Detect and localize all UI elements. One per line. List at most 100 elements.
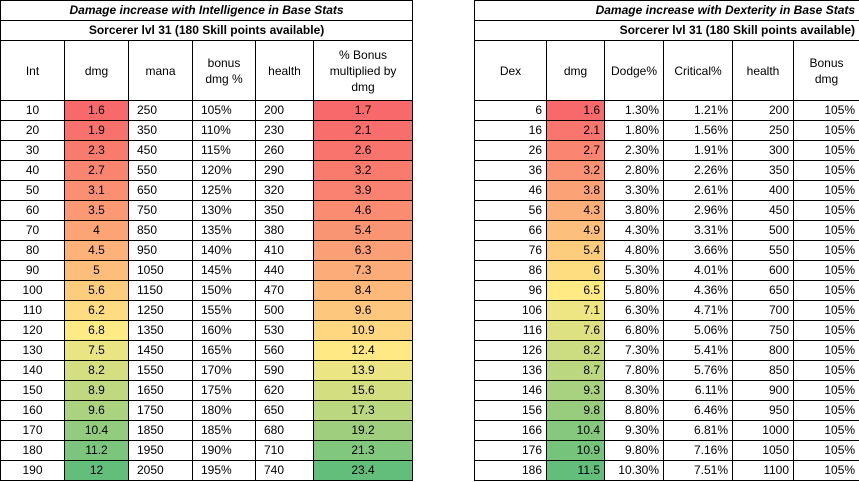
table-cell: 4.5 xyxy=(64,240,129,261)
table-cell: 2050 xyxy=(128,460,193,481)
table-cell: 130 xyxy=(0,340,65,361)
table-cell: 950 xyxy=(732,400,794,421)
table-cell: 26 xyxy=(474,140,547,161)
table-cell: 6.8 xyxy=(64,320,129,341)
table-cell: 6 xyxy=(546,260,605,281)
dexterity-header-row: Dex dmg Dodge% Critical% health Bonus dm… xyxy=(474,40,859,101)
table-cell: 105% xyxy=(792,300,859,321)
table-cell: 2.7 xyxy=(546,140,605,161)
table-cell: 145% xyxy=(192,260,256,281)
table-cell: 470 xyxy=(255,280,314,301)
table-cell: 9.6 xyxy=(312,300,414,321)
table-cell: 1450 xyxy=(128,340,193,361)
table-row: 140 8.2 1550 170% 590 13.9 xyxy=(0,360,414,381)
table-cell: 2.1 xyxy=(312,120,414,141)
table-cell: 1950 xyxy=(128,440,193,461)
table-cell: 250 xyxy=(128,100,193,121)
table-cell: 680 xyxy=(255,420,314,441)
table-cell: 1.91% xyxy=(663,140,733,161)
table-cell: 5.4 xyxy=(546,240,605,261)
table-cell: 76 xyxy=(474,240,547,261)
table-cell: 1100 xyxy=(732,460,794,481)
table-cell: 7.6 xyxy=(546,320,605,341)
table-cell: 10.4 xyxy=(64,420,129,441)
table-cell: 1050 xyxy=(128,260,193,281)
table-cell: 115% xyxy=(192,140,256,161)
table-cell: 66 xyxy=(474,220,547,241)
table-cell: 5.41% xyxy=(663,340,733,361)
table-cell: 850 xyxy=(732,360,794,381)
column-header: Int xyxy=(0,40,65,101)
table-cell: 2.61% xyxy=(663,180,733,201)
table-cell: 105% xyxy=(792,360,859,381)
table-cell: 8.4 xyxy=(312,280,414,301)
table-cell: 1.80% xyxy=(604,120,664,141)
table-cell: 10.9 xyxy=(312,320,414,341)
table-cell: 1650 xyxy=(128,380,193,401)
table-cell: 1.7 xyxy=(312,100,414,121)
table-cell: 23.4 xyxy=(312,460,414,481)
table-cell: 105% xyxy=(792,260,859,281)
column-header: % Bonus multiplied by dmg xyxy=(312,40,414,101)
table-cell: 105% xyxy=(792,140,859,161)
table-cell: 30 xyxy=(0,140,65,161)
table-row: 136 8.7 7.80% 5.76% 850 105% xyxy=(474,360,859,381)
column-header: health xyxy=(255,40,314,101)
table-cell: 150 xyxy=(0,380,65,401)
table-cell: 500 xyxy=(732,220,794,241)
table-row: 66 4.9 4.30% 3.31% 500 105% xyxy=(474,220,859,241)
table-cell: 90 xyxy=(0,260,65,281)
table-cell: 3.30% xyxy=(604,180,664,201)
table-cell: 4.30% xyxy=(604,220,664,241)
table-row: 96 6.5 5.80% 4.36% 650 105% xyxy=(474,280,859,301)
table-cell: 2.3 xyxy=(64,140,129,161)
table-cell: 40 xyxy=(0,160,65,181)
table-cell: 140% xyxy=(192,240,256,261)
column-header: dmg xyxy=(64,40,129,101)
table-cell: 5.4 xyxy=(312,220,414,241)
table-cell: 106 xyxy=(474,300,547,321)
table-row: 20 1.9 350 110% 230 2.1 xyxy=(0,120,414,141)
table-cell: 620 xyxy=(255,380,314,401)
table-cell: 800 xyxy=(732,340,794,361)
table-cell: 12 xyxy=(64,460,129,481)
table-cell: 50 xyxy=(0,180,65,201)
table-cell: 190 xyxy=(0,460,65,481)
table-row: 80 4.5 950 140% 410 6.3 xyxy=(0,240,414,261)
table-cell: 13.9 xyxy=(312,360,414,381)
table-cell: 105% xyxy=(792,440,859,461)
table-row: 116 7.6 6.80% 5.06% 750 105% xyxy=(474,320,859,341)
table-cell: 105% xyxy=(192,100,256,121)
table-cell: 105% xyxy=(792,180,859,201)
table-cell: 160% xyxy=(192,320,256,341)
dexterity-table-title: Damage increase with Dexterity in Base S… xyxy=(473,0,859,21)
table-cell: 20 xyxy=(0,120,65,141)
column-header: health xyxy=(732,40,794,101)
table-row: 60 3.5 750 130% 350 4.6 xyxy=(0,200,414,221)
table-cell: 1.6 xyxy=(64,100,129,121)
table-cell: 105% xyxy=(792,100,859,121)
table-cell: 3.5 xyxy=(64,200,129,221)
table-cell: 440 xyxy=(255,260,314,281)
table-cell: 9.80% xyxy=(604,440,664,461)
table-cell: 5.30% xyxy=(604,260,664,281)
table-cell: 7.5 xyxy=(64,340,129,361)
table-cell: 7.1 xyxy=(546,300,605,321)
table-cell: 8.80% xyxy=(604,400,664,421)
table-row: 10 1.6 250 105% 200 1.7 xyxy=(0,100,414,121)
table-cell: 105% xyxy=(792,400,859,421)
table-row: 76 5.4 4.80% 3.66% 550 105% xyxy=(474,240,859,261)
table-cell: 260 xyxy=(255,140,314,161)
table-cell: 290 xyxy=(255,160,314,181)
table-row: 126 8.2 7.30% 5.41% 800 105% xyxy=(474,340,859,361)
table-cell: 350 xyxy=(128,120,193,141)
table-cell: 7.3 xyxy=(312,260,414,281)
table-row: 36 3.2 2.80% 2.26% 350 105% xyxy=(474,160,859,181)
table-cell: 1000 xyxy=(732,420,794,441)
table-cell: 166 xyxy=(474,420,547,441)
table-cell: 190% xyxy=(192,440,256,461)
table-cell: 550 xyxy=(732,240,794,261)
table-cell: 36 xyxy=(474,160,547,181)
table-cell: 550 xyxy=(128,160,193,181)
table-cell: 125% xyxy=(192,180,256,201)
